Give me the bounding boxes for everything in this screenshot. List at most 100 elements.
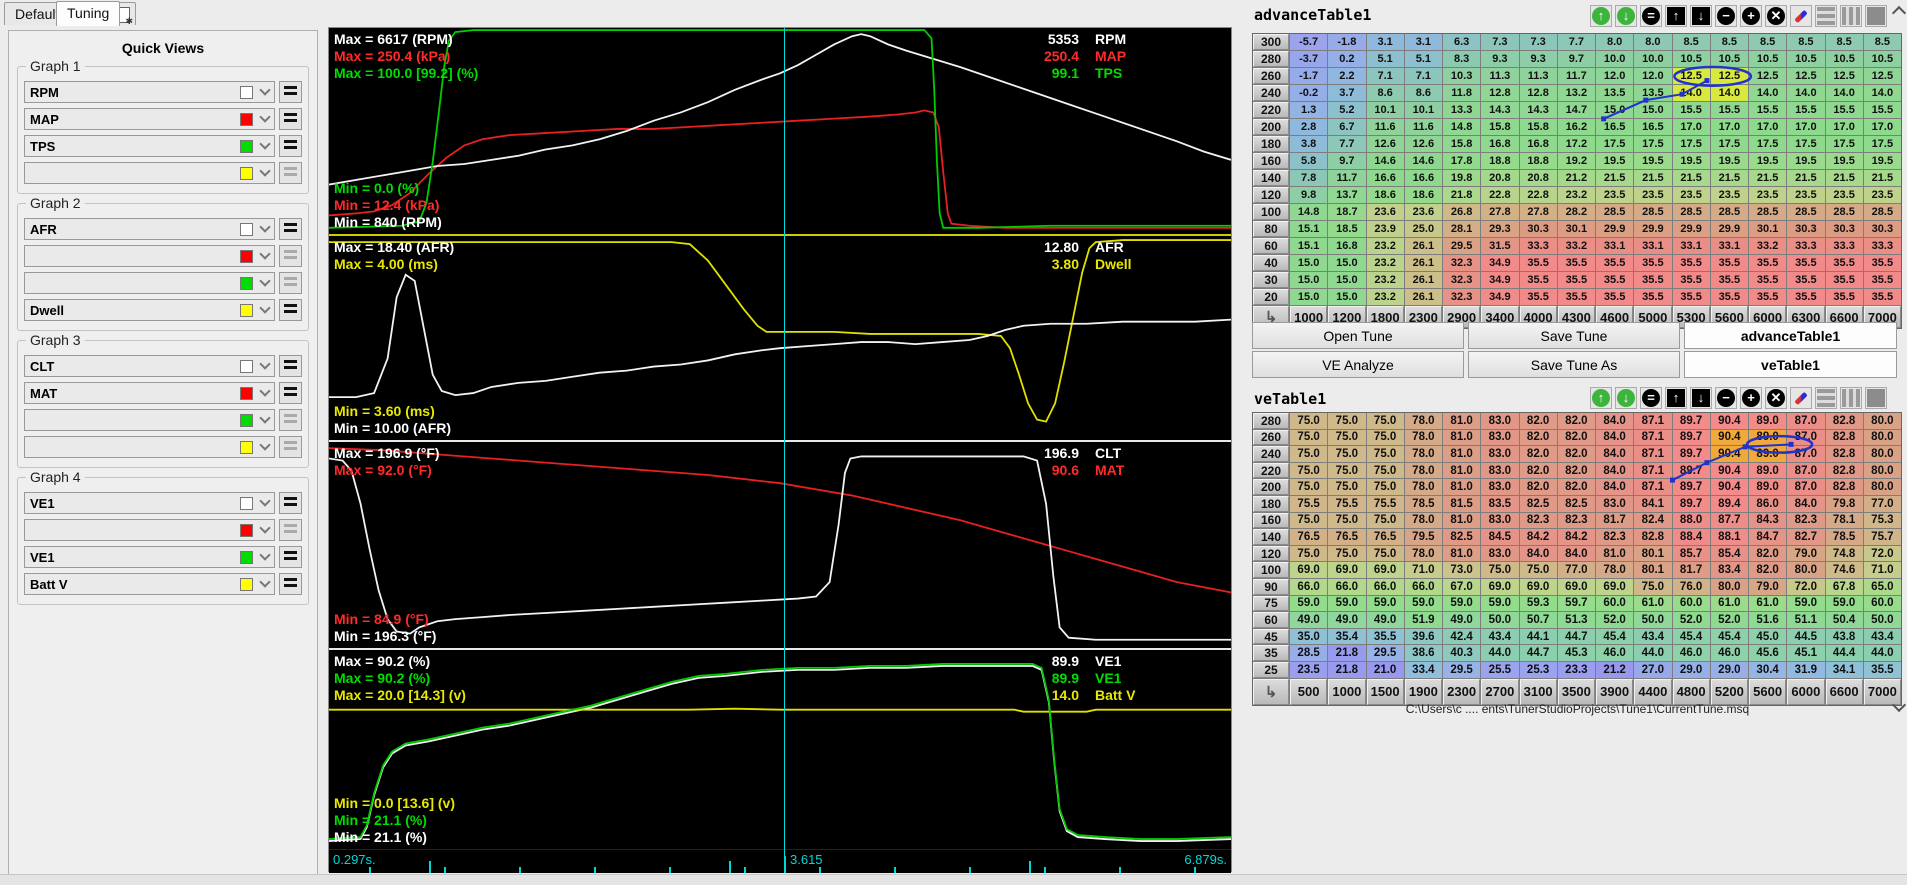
table-cell[interactable]: 82.8	[1826, 430, 1863, 446]
table-cell[interactable]: 50.4	[1826, 612, 1863, 628]
table-cell[interactable]: 78.0	[1405, 463, 1442, 479]
table-cell[interactable]: 72.0	[1787, 579, 1824, 595]
fill-block-icon[interactable]	[1865, 387, 1887, 409]
table-cell[interactable]: 21.2	[1558, 170, 1595, 186]
table-cell[interactable]: 51.6	[1749, 612, 1786, 628]
table-cell[interactable]: 15.5	[1749, 102, 1786, 118]
table-cell[interactable]: 10.5	[1749, 51, 1786, 67]
decrement-cell-icon[interactable]: ↓	[1690, 5, 1712, 27]
table-cell[interactable]: 80.1	[1634, 562, 1671, 578]
table-cell[interactable]: 82.3	[1558, 513, 1595, 529]
channel-menu-button[interactable]	[279, 135, 302, 157]
table-cell[interactable]: 52.0	[1673, 612, 1710, 628]
table-cell[interactable]: 44.0	[1864, 645, 1901, 661]
table-cell[interactable]: 82.3	[1520, 513, 1557, 529]
table-cell[interactable]: 21.5	[1826, 170, 1863, 186]
table-cell[interactable]: 44.7	[1520, 645, 1557, 661]
table-cell[interactable]: 49.0	[1328, 612, 1365, 628]
timeline-strip[interactable]: 0.297s. 3.615 6.879s.	[329, 849, 1231, 873]
table-cell[interactable]: 20.8	[1520, 170, 1557, 186]
table-cell[interactable]: 79.0	[1787, 546, 1824, 562]
table-cell[interactable]: 12.0	[1634, 68, 1671, 84]
table-cell[interactable]: 44.5	[1787, 629, 1824, 645]
table-cell[interactable]: 69.0	[1520, 579, 1557, 595]
table-cell[interactable]: 44.1	[1520, 629, 1557, 645]
table-cell[interactable]: 35.5	[1826, 255, 1863, 271]
table-cell[interactable]: 81.0	[1443, 446, 1480, 462]
table-cell[interactable]: 75.0	[1290, 463, 1327, 479]
table-cell[interactable]: 17.2	[1558, 136, 1595, 152]
table-cell[interactable]: 75.0	[1634, 579, 1671, 595]
channel-select[interactable]: VE1	[24, 492, 275, 514]
table-cell[interactable]: 52.0	[1711, 612, 1748, 628]
table-cell[interactable]: 19.5	[1787, 153, 1824, 169]
table-cell[interactable]: 5.8	[1290, 153, 1327, 169]
table-cell[interactable]: 50.0	[1634, 612, 1671, 628]
table-cell[interactable]: 17.0	[1673, 119, 1710, 135]
table-cell[interactable]: 84.0	[1520, 546, 1557, 562]
table-cell[interactable]: 33.3	[1787, 238, 1824, 254]
table-cell[interactable]: 9.3	[1481, 51, 1518, 67]
table-cell[interactable]: 45.4	[1673, 629, 1710, 645]
table-cell[interactable]: 90.4	[1711, 430, 1748, 446]
table-cell[interactable]: 0.2	[1328, 51, 1365, 67]
table-cell[interactable]: 75.0	[1367, 546, 1404, 562]
table-cell[interactable]: 26.1	[1405, 238, 1442, 254]
table-cell[interactable]: 87.0	[1787, 413, 1824, 429]
table-cell[interactable]: 75.0	[1290, 546, 1327, 562]
table-cell[interactable]: 35.5	[1634, 255, 1671, 271]
redo-down-icon[interactable]: ↓	[1615, 5, 1637, 27]
table-cell[interactable]: 84.0	[1596, 479, 1633, 495]
table-cell[interactable]: 32.3	[1443, 255, 1480, 271]
table-cell[interactable]: 33.3	[1826, 238, 1863, 254]
table-cell[interactable]: 50.0	[1864, 612, 1901, 628]
table-cell[interactable]: 12.6	[1405, 136, 1442, 152]
table-cell[interactable]: 19.8	[1443, 170, 1480, 186]
table-cell[interactable]: 80.0	[1787, 562, 1824, 578]
table-cell[interactable]: 6.7	[1328, 119, 1365, 135]
table-cell[interactable]: 16.5	[1596, 119, 1633, 135]
increment-cell-icon[interactable]: ↑	[1665, 387, 1687, 409]
table-cell[interactable]: 15.5	[1864, 102, 1901, 118]
table-cell[interactable]: 77.0	[1558, 562, 1595, 578]
table-cell[interactable]: 75.0	[1328, 546, 1365, 562]
graph-2[interactable]: Max = 18.40 (AFR)Max = 4.00 (ms)Min = 3.…	[329, 236, 1231, 440]
table-cell[interactable]: 20.8	[1481, 170, 1518, 186]
table-cell[interactable]: 82.0	[1558, 463, 1595, 479]
table-cell[interactable]: 82.0	[1520, 463, 1557, 479]
table-cell[interactable]: 15.5	[1673, 102, 1710, 118]
table-cell[interactable]: 69.0	[1290, 562, 1327, 578]
table-cell[interactable]: 75.0	[1367, 430, 1404, 446]
table-cell[interactable]: 78.0	[1405, 430, 1442, 446]
table-cell[interactable]: 11.3	[1481, 68, 1518, 84]
multiply-icon[interactable]: ✕	[1765, 387, 1787, 409]
table-cell[interactable]: 35.5	[1787, 289, 1824, 305]
table-cell[interactable]: 69.0	[1558, 579, 1595, 595]
channel-menu-button[interactable]	[279, 546, 302, 568]
table-cell[interactable]: 88.1	[1711, 529, 1748, 545]
table-cell[interactable]: 21.5	[1596, 170, 1633, 186]
fill-block-icon[interactable]	[1865, 5, 1887, 27]
channel-select[interactable]: Batt V	[24, 573, 275, 595]
table-cell[interactable]: 90.4	[1711, 479, 1748, 495]
table-cell[interactable]: 84.2	[1558, 529, 1595, 545]
channel-select[interactable]	[24, 272, 275, 294]
table-cell[interactable]: 82.8	[1826, 479, 1863, 495]
table-cell[interactable]: 34.9	[1481, 255, 1518, 271]
table-cell[interactable]: 87.1	[1634, 413, 1671, 429]
table-cell[interactable]: 33.3	[1520, 238, 1557, 254]
channel-select[interactable]: Dwell	[24, 299, 275, 321]
table-cell[interactable]: 15.1	[1290, 221, 1327, 237]
table-cell[interactable]: 11.7	[1328, 170, 1365, 186]
table-cell[interactable]: 3.1	[1367, 34, 1404, 50]
table-cell[interactable]: 46.0	[1673, 645, 1710, 661]
table-cell[interactable]: 28.5	[1711, 204, 1748, 220]
table-cell[interactable]: 35.5	[1673, 272, 1710, 288]
table-cell[interactable]: 51.1	[1787, 612, 1824, 628]
save-tune-as-button[interactable]: Save Tune As	[1468, 351, 1680, 378]
table-cell[interactable]: 35.4	[1328, 629, 1365, 645]
channel-menu-button[interactable]	[279, 382, 302, 404]
table-cell[interactable]: 81.0	[1443, 479, 1480, 495]
table-cell[interactable]: 60.0	[1673, 596, 1710, 612]
table-cell[interactable]: 81.5	[1443, 496, 1480, 512]
